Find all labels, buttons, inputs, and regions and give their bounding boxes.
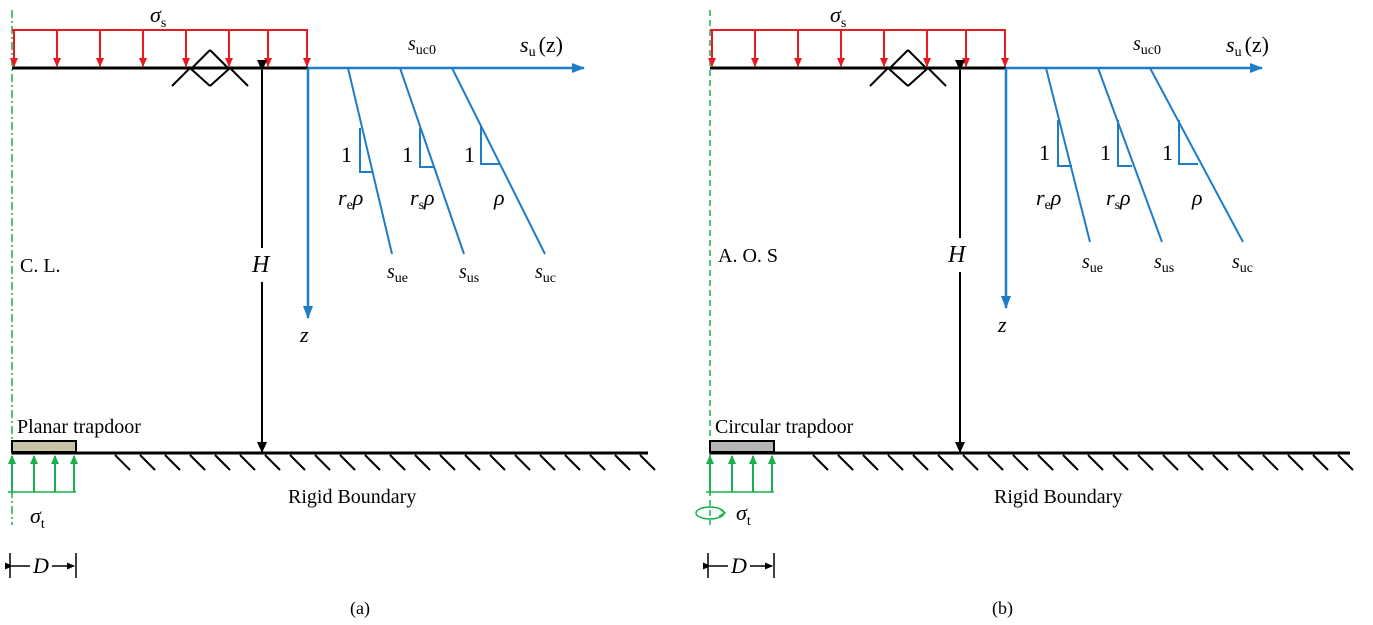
caption-b: (b) — [992, 598, 1013, 619]
strength-profiles-b — [1045, 67, 1244, 243]
slope-one-uc-b: 1 — [1162, 140, 1173, 165]
h-label-b: H — [947, 242, 967, 268]
slope-triangle-us-b — [1117, 120, 1132, 167]
symmetry-label-a: C. L. — [20, 255, 61, 277]
surcharge-arrows-b — [708, 30, 1009, 67]
trapdoor-label-b: Circular trapdoor — [715, 416, 854, 438]
panel-a: C. L. σs su (z) suc0 z — [5, 2, 656, 619]
slope-one-uc-a: 1 — [464, 142, 475, 167]
boundary-hatching-b — [812, 454, 1354, 471]
sigma-t-arrows-a — [7, 455, 78, 492]
trapdoor-a — [11, 440, 77, 453]
profile-uc-a — [451, 67, 546, 255]
slope-one-ue-b: 1 — [1039, 140, 1050, 165]
sigma-t-arrows-b — [706, 455, 776, 492]
slope-one-ue-a: 1 — [341, 142, 352, 167]
rate-label-uc-a: ρ — [493, 185, 505, 210]
profile-us-a — [399, 67, 465, 255]
suc0-label-b: suc0 — [1133, 33, 1161, 58]
rate-label-us-b: rsρ — [1106, 185, 1131, 213]
strength-profiles-a — [347, 67, 546, 255]
su-axis-label-a: su (z) — [520, 32, 563, 60]
caption-a: (a) — [350, 598, 370, 619]
profile-uc-b — [1149, 67, 1244, 243]
profile-us-b — [1097, 67, 1163, 243]
suc0-label-a: suc0 — [408, 33, 436, 58]
end-label-ue-a: sue — [387, 261, 408, 286]
profile-ue-b — [1045, 67, 1091, 243]
boundary-label-a: Rigid Boundary — [288, 486, 416, 508]
z-label-b: z — [997, 312, 1007, 337]
slope-triangle-ue-a — [359, 128, 372, 173]
slope-triangle-uc-a — [480, 126, 500, 165]
surface-symbol-a — [171, 49, 249, 87]
z-label-a: z — [299, 322, 309, 347]
su-axis-label-b: su (z) — [1226, 32, 1269, 60]
profile-ue-a — [347, 67, 393, 255]
symmetry-label-b: A. O. S — [718, 245, 778, 267]
trapdoor-label-a: Planar trapdoor — [17, 416, 141, 438]
boundary-hatching-a — [114, 454, 656, 471]
rate-label-us-a: rsρ — [410, 185, 435, 213]
rate-label-ue-a: reρ — [338, 185, 363, 213]
sigma-t-label-b: σt — [736, 500, 751, 529]
slope-triangle-uc-b — [1178, 120, 1198, 165]
end-label-uc-a: suc — [535, 261, 556, 286]
sigma-t-label-a: σt — [30, 503, 45, 532]
trapdoor-b — [709, 440, 775, 453]
end-label-uc-b: suc — [1232, 251, 1253, 276]
end-label-ue-b: sue — [1082, 251, 1103, 276]
rate-label-ue-b: reρ — [1036, 185, 1061, 213]
surcharge-arrows-a — [10, 30, 311, 67]
panel-b: A. O. S σs su (z) suc0 z — [695, 2, 1354, 619]
h-label-a: H — [251, 252, 271, 278]
sigma-s-label-a: σs — [150, 2, 166, 31]
rate-label-uc-b: ρ — [1191, 185, 1203, 210]
sigma-s-label-b: σs — [830, 2, 846, 31]
surface-symbol-b — [869, 49, 947, 87]
boundary-label-b: Rigid Boundary — [994, 486, 1122, 508]
slope-one-us-a: 1 — [402, 142, 413, 167]
d-label-a: D — [32, 553, 49, 578]
end-label-us-a: sus — [459, 261, 479, 286]
slope-triangle-ue-b — [1057, 120, 1072, 167]
slope-one-us-b: 1 — [1100, 140, 1111, 165]
slope-triangle-us-a — [419, 128, 434, 168]
d-label-b: D — [730, 553, 747, 578]
end-label-us-b: sus — [1154, 251, 1174, 276]
